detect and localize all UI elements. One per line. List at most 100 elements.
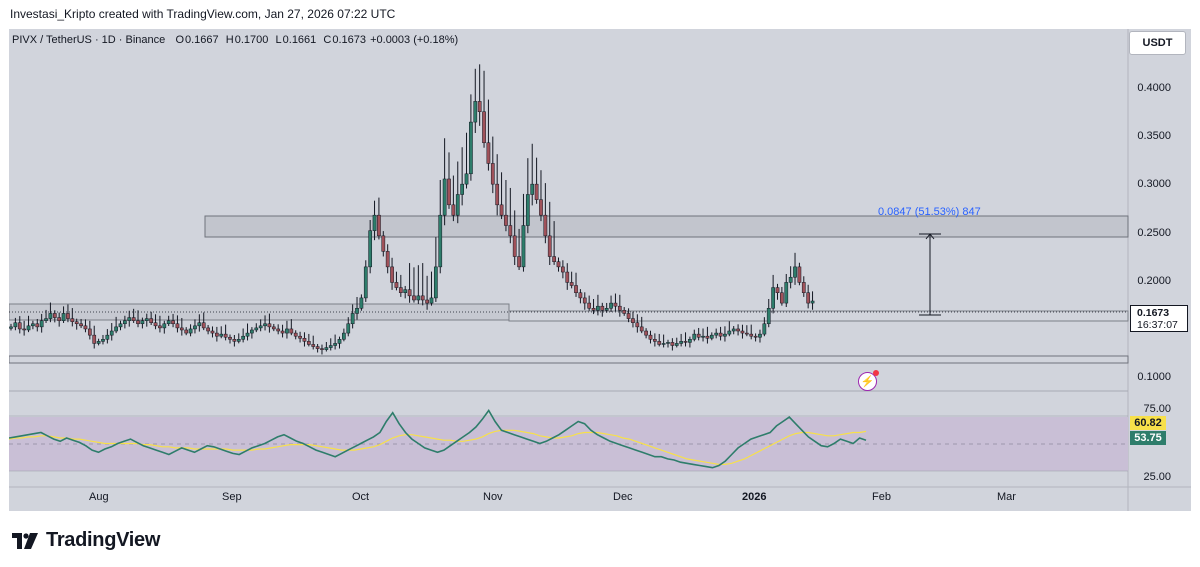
candle-body: [679, 341, 683, 344]
candle-body: [613, 302, 618, 307]
time-tick-dec: Dec: [613, 491, 633, 503]
current-price-tag: 0.1673 16:37:07: [1130, 305, 1188, 332]
candle-body: [22, 328, 26, 331]
candle-body: [749, 333, 754, 337]
candle-body: [162, 323, 167, 329]
candle-body: [166, 320, 171, 325]
candle-body: [539, 199, 543, 216]
candle-body: [482, 111, 486, 144]
price-tick-0.35: 0.3500: [1137, 130, 1171, 142]
candle-body: [363, 266, 368, 299]
candle-body: [596, 305, 600, 311]
price-chart-svg[interactable]: [9, 29, 1191, 511]
candle-body: [149, 318, 154, 323]
candle-body: [355, 308, 359, 314]
candle-body: [328, 345, 333, 348]
candle-body: [569, 282, 574, 286]
candle-body: [512, 235, 517, 257]
candle-body: [451, 204, 456, 216]
time-tick-oct: Oct: [352, 491, 370, 503]
candle-body: [709, 334, 714, 339]
resistance-zone[interactable]: [204, 215, 1129, 238]
candle-body: [320, 348, 324, 350]
candle-body: [622, 310, 627, 314]
rsi-ma-tag: 60.82: [1130, 416, 1166, 430]
candle-body: [626, 313, 631, 319]
candle-body: [762, 323, 767, 335]
candle-body: [337, 339, 342, 344]
candle-body: [521, 225, 526, 268]
candle-body: [407, 289, 412, 297]
flash-alert-icon[interactable]: ⚡: [858, 370, 879, 391]
low-zone[interactable]: [9, 355, 1129, 364]
candle-body: [661, 343, 666, 345]
candle-countdown: 16:37:07: [1137, 319, 1178, 331]
candle-body: [600, 305, 605, 311]
candle-body: [793, 266, 797, 278]
candle-body: [731, 328, 736, 332]
candle-body: [359, 297, 364, 309]
chart-credit: Investasi_Kripto created with TradingVie…: [10, 7, 396, 21]
time-tick-nov: Nov: [483, 491, 503, 503]
candle-body: [377, 214, 381, 237]
candle-body: [552, 256, 556, 262]
candle-body: [31, 323, 35, 327]
candle-body: [210, 330, 215, 334]
open-label: O: [175, 34, 184, 46]
rsi-tick-75: 75.00: [1143, 403, 1171, 415]
candle-body: [9, 326, 13, 329]
candle-body: [727, 330, 732, 335]
candle-body: [609, 302, 613, 309]
candle-body: [293, 332, 298, 337]
candle-body: [114, 326, 118, 332]
candle-body: [565, 271, 570, 283]
candle-body: [57, 317, 62, 321]
candle-body: [771, 287, 775, 309]
candle-body: [92, 334, 97, 344]
candle-body: [324, 347, 329, 350]
candle-body: [801, 282, 806, 293]
candle-body: [701, 335, 705, 338]
candle-body: [52, 313, 57, 318]
chart-panel[interactable]: [9, 29, 1191, 511]
candle-body: [425, 299, 429, 304]
time-tick-sep: Sep: [222, 491, 242, 503]
rsi-tick-25: 25.00: [1143, 471, 1171, 483]
candle-body: [525, 194, 530, 226]
price-tick-0.30: 0.3000: [1137, 178, 1171, 190]
candle-body: [670, 342, 675, 346]
candle-body: [495, 183, 500, 206]
support-zone-right[interactable]: [508, 310, 1129, 322]
candle-body: [350, 313, 355, 325]
candle-body: [753, 335, 758, 338]
rsi-ma-line: [9, 429, 867, 465]
candle-body: [219, 333, 224, 337]
candle-body: [276, 328, 281, 332]
current-price-value: 0.1673: [1137, 307, 1170, 319]
price-tick-0.25: 0.2500: [1137, 227, 1171, 239]
candle-body: [412, 295, 416, 301]
candle-body: [83, 325, 88, 330]
candle-body: [381, 235, 386, 252]
open-value: 0.1667: [185, 34, 219, 46]
candle-body: [118, 323, 123, 328]
candle-body: [101, 339, 105, 342]
candle-body: [241, 335, 245, 340]
candle-body: [648, 334, 653, 340]
candle-body: [473, 101, 478, 123]
change-value: +0.0003 (+0.18%): [370, 34, 459, 46]
candle-body: [280, 330, 285, 334]
candle-body: [469, 121, 473, 175]
candle-body: [534, 183, 539, 200]
candle-body: [123, 320, 127, 325]
candle-body: [39, 320, 44, 328]
currency-unit-button[interactable]: USDT: [1129, 31, 1186, 55]
candle-body: [683, 341, 688, 343]
candle-body: [810, 300, 815, 304]
candle-body: [766, 308, 771, 325]
candle-body: [517, 256, 521, 268]
candle-body: [486, 142, 491, 164]
candle-body: [254, 327, 259, 331]
candle-body: [87, 328, 92, 336]
candle-body: [13, 322, 18, 328]
